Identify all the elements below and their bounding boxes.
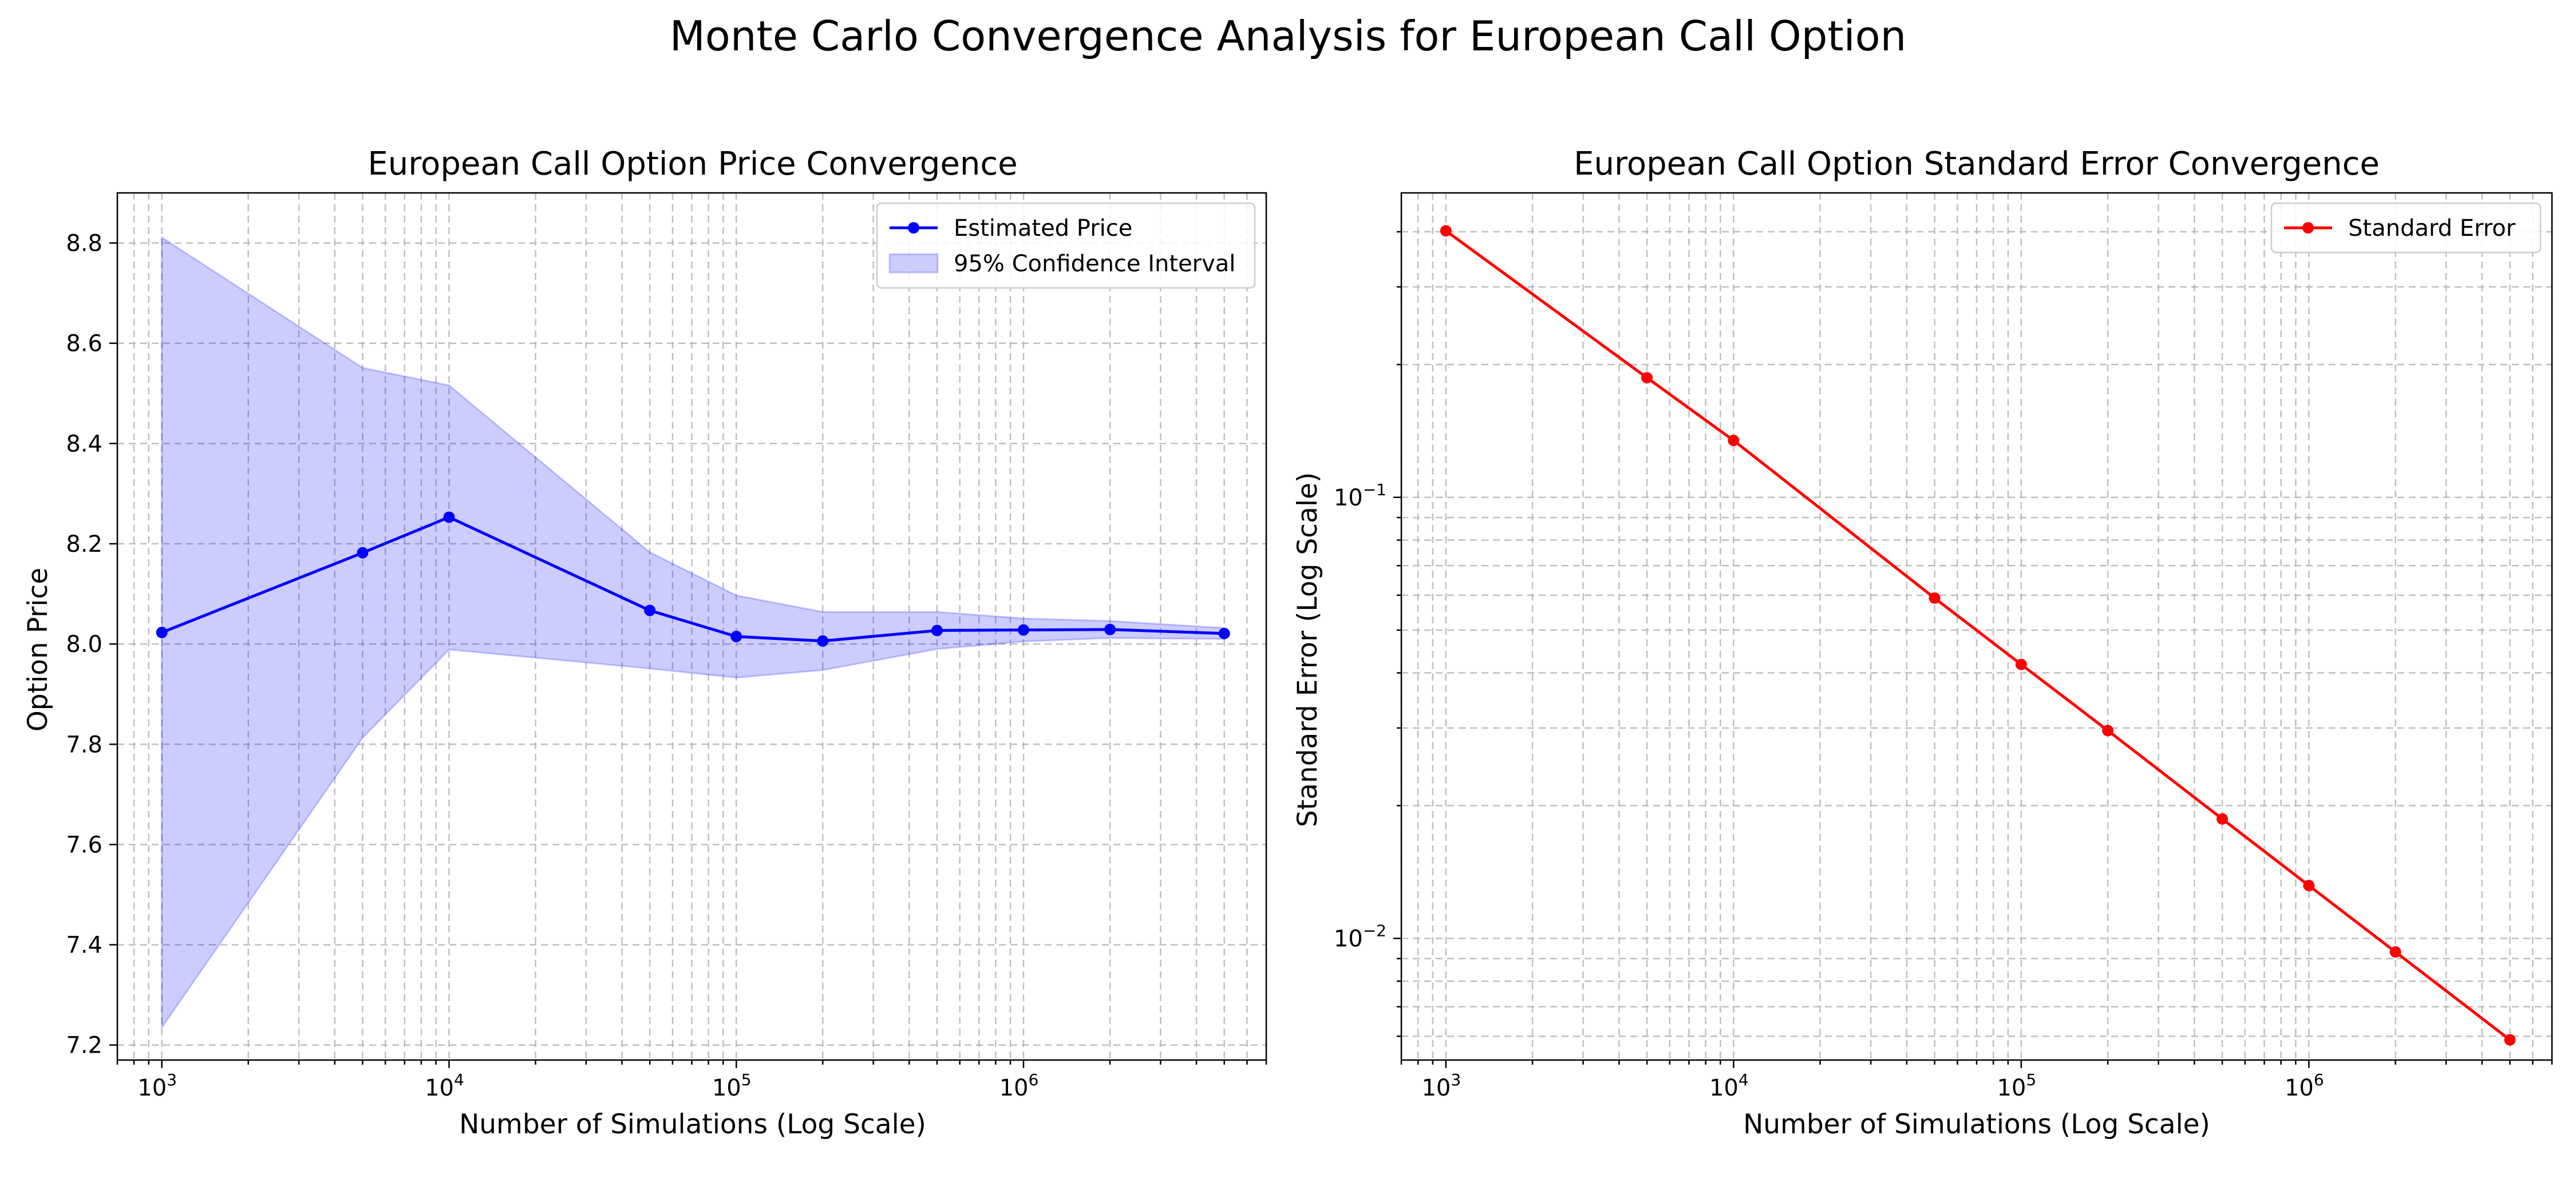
y-tick-label: 10−2 xyxy=(1334,922,1386,952)
data-point xyxy=(1929,592,1941,604)
legend-marker xyxy=(2302,222,2314,234)
y-axis-label: Standard Error (Log Scale) xyxy=(1292,472,1323,827)
x-tick-label: 105 xyxy=(1997,1070,2036,1101)
x-tick-base: 10 xyxy=(999,1075,1029,1101)
data-point xyxy=(644,604,656,616)
y-tick-label: 7.2 xyxy=(66,1033,102,1059)
legend-label: Standard Error xyxy=(2348,215,2516,242)
x-tick-base: 10 xyxy=(1997,1075,2026,1101)
data-point xyxy=(2389,946,2401,958)
x-tick-base: 10 xyxy=(425,1075,454,1101)
x-tick-base: 10 xyxy=(1421,1075,1451,1101)
y-axis-label: Option Price xyxy=(22,568,54,732)
legend-marker xyxy=(908,222,919,234)
data-point xyxy=(2102,725,2114,737)
y-tick-label: 8.0 xyxy=(66,631,102,658)
x-tick-exponent: 3 xyxy=(167,1070,177,1089)
y-tick-base: 10 xyxy=(1334,926,1363,952)
x-tick-exponent: 4 xyxy=(1739,1070,1749,1089)
y-tick-label: 8.4 xyxy=(66,431,102,457)
x-tick-label: 106 xyxy=(999,1070,1039,1101)
x-tick-exponent: 5 xyxy=(2026,1070,2036,1089)
y-tick-label: 10−1 xyxy=(1334,480,1386,511)
y-tick-exponent: −1 xyxy=(1363,480,1386,499)
chart-title: European Call Option Price Convergence xyxy=(368,145,1017,183)
data-point xyxy=(2217,813,2229,825)
data-point xyxy=(730,631,742,643)
x-tick-exponent: 6 xyxy=(1029,1070,1039,1089)
chart-title: European Call Option Standard Error Conv… xyxy=(1574,145,2380,183)
y-tick-label: 7.4 xyxy=(66,932,102,959)
data-point xyxy=(2303,880,2315,892)
plot-frame xyxy=(116,192,1267,1061)
x-tick-exponent: 6 xyxy=(2314,1070,2324,1089)
x-axis-label: Number of Simulations (Log Scale) xyxy=(459,1109,926,1140)
x-tick-label: 103 xyxy=(137,1070,177,1101)
data-point xyxy=(357,547,369,559)
data-point xyxy=(1017,624,1029,636)
x-tick-label: 104 xyxy=(1709,1070,1749,1101)
data-point xyxy=(817,635,829,647)
y-tick-label: 8.8 xyxy=(66,231,102,257)
series-line xyxy=(161,515,1224,643)
data-point xyxy=(931,624,943,636)
x-tick-label: 106 xyxy=(2285,1070,2324,1101)
price-convergence-chart: European Call Option Price Convergence N… xyxy=(22,145,1267,1140)
y-tick-base: 10 xyxy=(1334,485,1363,511)
confidence-band xyxy=(161,236,1226,1030)
data-point xyxy=(443,511,455,523)
legend-box xyxy=(2270,202,2542,254)
data-point xyxy=(1218,627,1230,639)
x-tick-base: 10 xyxy=(1709,1075,1739,1101)
data-point xyxy=(1104,623,1116,635)
x-tick-label: 103 xyxy=(1421,1070,1461,1101)
legend-box xyxy=(876,202,1256,289)
series-line xyxy=(1445,230,2511,1041)
data-point xyxy=(156,627,168,639)
y-tick-label: 8.6 xyxy=(66,331,102,357)
x-tick-base: 10 xyxy=(712,1075,741,1101)
data-point xyxy=(1641,371,1653,383)
x-tick-exponent: 5 xyxy=(741,1070,752,1089)
plot-frame xyxy=(1400,192,2553,1061)
legend-label: 95% Confidence Interval xyxy=(954,251,1235,277)
x-axis-label: Number of Simulations (Log Scale) xyxy=(1743,1109,2210,1140)
standard-error-chart: European Call Option Standard Error Conv… xyxy=(1292,145,2553,1140)
data-point xyxy=(2504,1034,2516,1046)
legend-swatch xyxy=(888,253,939,274)
legend: Standard Error xyxy=(2270,202,2542,254)
figure-suptitle: Monte Carlo Convergence Analysis for Eur… xyxy=(670,12,1907,60)
x-tick-label: 105 xyxy=(712,1070,752,1101)
data-point xyxy=(1728,434,1740,446)
legend-label: Estimated Price xyxy=(954,215,1132,242)
x-tick-exponent: 3 xyxy=(1451,1070,1461,1089)
y-tick-label: 8.2 xyxy=(66,531,102,557)
y-tick-label: 7.6 xyxy=(66,832,102,858)
y-tick-label: 7.8 xyxy=(66,732,102,758)
y-tick-exponent: −2 xyxy=(1363,922,1386,940)
x-tick-base: 10 xyxy=(137,1075,167,1101)
data-point xyxy=(2015,658,2027,670)
legend: Estimated Price 95% Confidence Interval xyxy=(876,202,1256,289)
x-tick-exponent: 4 xyxy=(454,1070,464,1089)
x-tick-label: 104 xyxy=(425,1070,464,1101)
x-tick-base: 10 xyxy=(2285,1075,2314,1101)
data-point xyxy=(1440,225,1452,237)
